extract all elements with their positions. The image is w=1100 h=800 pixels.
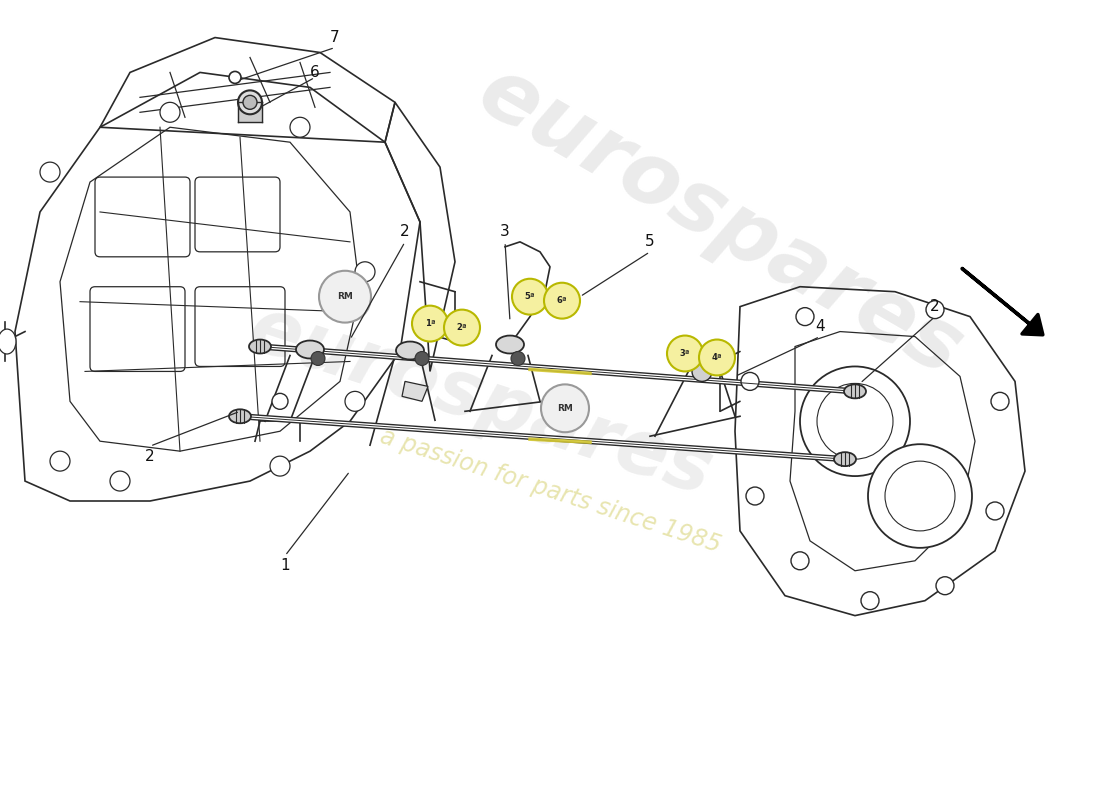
Circle shape <box>991 392 1009 410</box>
Text: eurospares: eurospares <box>239 291 720 511</box>
Circle shape <box>229 71 241 83</box>
Circle shape <box>50 451 70 471</box>
Text: 6ª: 6ª <box>557 296 568 305</box>
Circle shape <box>667 335 703 371</box>
Circle shape <box>110 471 130 491</box>
Polygon shape <box>238 102 262 122</box>
Circle shape <box>238 90 262 114</box>
Ellipse shape <box>229 410 251 423</box>
Circle shape <box>715 354 729 369</box>
Circle shape <box>319 270 371 322</box>
Ellipse shape <box>834 452 856 466</box>
Circle shape <box>311 351 324 366</box>
Circle shape <box>160 102 180 122</box>
Circle shape <box>692 362 712 382</box>
Text: RM: RM <box>337 292 353 301</box>
Circle shape <box>290 118 310 138</box>
Text: 1: 1 <box>280 558 289 574</box>
Text: 5ª: 5ª <box>525 292 536 301</box>
FancyArrowPatch shape <box>962 269 1043 334</box>
Circle shape <box>444 310 480 346</box>
Circle shape <box>698 339 735 375</box>
Text: 4ª: 4ª <box>712 353 723 362</box>
Ellipse shape <box>0 329 16 354</box>
Ellipse shape <box>696 347 724 366</box>
Text: 2: 2 <box>400 224 410 239</box>
Text: 6: 6 <box>310 65 320 80</box>
Circle shape <box>272 394 288 410</box>
Circle shape <box>746 487 764 505</box>
Circle shape <box>544 282 580 318</box>
Circle shape <box>512 278 548 314</box>
Ellipse shape <box>496 335 524 354</box>
Circle shape <box>512 351 525 366</box>
Circle shape <box>986 502 1004 520</box>
Circle shape <box>415 351 429 366</box>
Circle shape <box>412 306 448 342</box>
Circle shape <box>800 366 910 476</box>
Text: 2ª: 2ª <box>456 323 468 332</box>
Ellipse shape <box>844 384 866 398</box>
Circle shape <box>936 577 954 594</box>
Text: 1ª: 1ª <box>425 319 436 328</box>
Text: 2: 2 <box>145 449 155 464</box>
Text: 4: 4 <box>815 319 825 334</box>
Text: 3: 3 <box>500 224 510 239</box>
Text: eurospares: eurospares <box>463 50 977 394</box>
Text: 5: 5 <box>646 234 654 250</box>
Text: 7: 7 <box>330 30 340 45</box>
Ellipse shape <box>396 342 424 359</box>
Circle shape <box>926 301 944 318</box>
Circle shape <box>868 444 972 548</box>
Text: RM: RM <box>557 404 573 413</box>
Circle shape <box>243 95 257 110</box>
Ellipse shape <box>296 341 324 358</box>
Circle shape <box>541 384 589 432</box>
Text: 3ª: 3ª <box>680 349 691 358</box>
Circle shape <box>40 162 60 182</box>
Circle shape <box>741 373 759 390</box>
Text: a passion for parts since 1985: a passion for parts since 1985 <box>376 425 724 558</box>
Circle shape <box>796 308 814 326</box>
Polygon shape <box>402 382 428 402</box>
Circle shape <box>861 592 879 610</box>
Text: 2: 2 <box>931 299 939 314</box>
Circle shape <box>355 262 375 282</box>
Circle shape <box>791 552 808 570</box>
Ellipse shape <box>249 339 271 354</box>
Circle shape <box>345 391 365 411</box>
Circle shape <box>270 456 290 476</box>
